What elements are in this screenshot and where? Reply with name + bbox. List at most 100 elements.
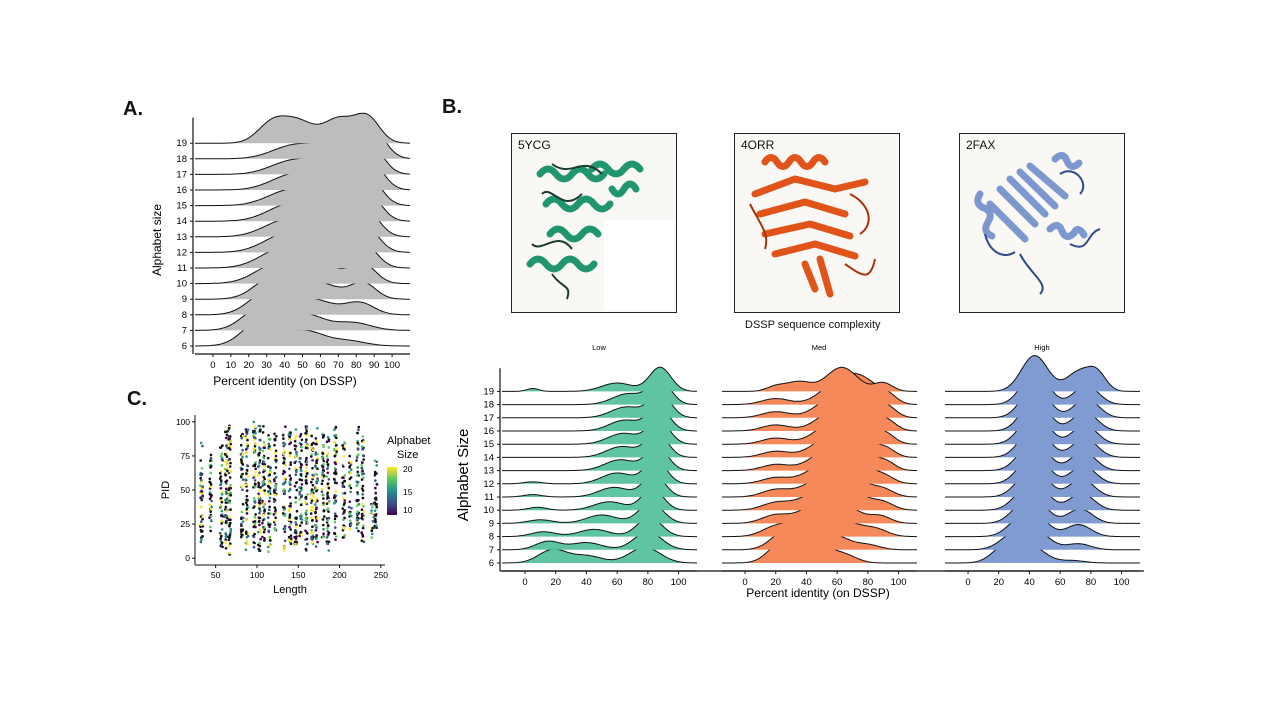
scatter-point — [347, 505, 351, 509]
x-tick-label: 20 — [770, 577, 781, 588]
scatter-point — [355, 459, 358, 462]
scatter-point — [229, 521, 232, 525]
y-tick-label: 17 — [483, 413, 494, 424]
scatter-point — [228, 523, 231, 527]
scatter-point — [266, 456, 270, 460]
scatter-point — [201, 494, 205, 498]
scatter-point — [326, 471, 330, 475]
ridge-line-19 — [195, 112, 410, 144]
scatter-point — [229, 529, 232, 533]
ridge-fill-8 — [722, 518, 917, 537]
scatter-point — [258, 489, 261, 492]
scatter-point — [245, 539, 248, 543]
scatter-point — [267, 493, 270, 496]
scatter-point — [239, 475, 243, 478]
scatter-point — [305, 472, 309, 475]
scatter-point — [227, 446, 231, 450]
scatter-point — [227, 458, 230, 462]
scatter-point — [357, 529, 360, 533]
ridge-line-19 — [722, 366, 917, 392]
scatter-point — [283, 492, 287, 495]
scatter-point — [335, 447, 338, 451]
scatter-point — [224, 515, 227, 519]
scatter-point — [282, 461, 286, 464]
scatter-point — [261, 484, 264, 488]
scatter-point — [320, 482, 324, 486]
scatter-point — [360, 502, 364, 506]
scatter-point — [310, 446, 313, 450]
scatter-point — [262, 456, 265, 459]
scatter-point — [220, 522, 223, 525]
scatter-point — [300, 521, 303, 524]
scatter-point — [311, 476, 315, 479]
scatter-point — [360, 478, 364, 481]
scatter-point — [348, 512, 352, 515]
scatter-point — [220, 528, 224, 531]
scatter-point — [224, 521, 228, 524]
scatter-point — [254, 461, 257, 464]
scatter-point — [252, 545, 256, 549]
scatter-point — [283, 464, 286, 467]
scatter-point — [241, 516, 245, 520]
scatter-point — [299, 466, 302, 469]
scatter-point — [228, 465, 232, 468]
protein-structure-5ycg — [526, 160, 674, 310]
scatter-point — [281, 434, 285, 437]
scatter-point — [371, 503, 374, 506]
ridge-fill-19 — [945, 355, 1140, 392]
y-tick-label: 14 — [176, 216, 187, 227]
ridge-fill-10 — [722, 488, 917, 511]
scatter-point — [287, 518, 291, 522]
y-axis-label: Alphabet size — [150, 204, 164, 276]
scatter-point — [201, 529, 204, 533]
scatter-point — [240, 436, 243, 440]
scatter-point — [356, 483, 359, 486]
scatter-point — [257, 497, 261, 500]
scatter-point — [342, 476, 345, 479]
scatter-point — [274, 454, 278, 458]
ridge-line-8 — [502, 516, 697, 538]
scatter-point — [220, 452, 224, 455]
scatter-point — [261, 521, 264, 525]
scatter-point — [227, 491, 230, 494]
scatter-point — [258, 509, 262, 512]
scatter-point — [315, 535, 318, 538]
scatter-point — [295, 540, 299, 544]
scatter-point — [229, 461, 232, 465]
y-tick-label: 13 — [176, 232, 187, 243]
scatter-point — [356, 431, 359, 435]
ridge-fill-9 — [722, 503, 917, 524]
scatter-point — [306, 521, 309, 525]
scatter-point — [355, 526, 359, 530]
scatter-point — [311, 448, 315, 451]
scatter-point — [261, 480, 265, 484]
scatter-point — [241, 520, 245, 523]
x-tick-label: 150 — [291, 570, 305, 580]
scatter-point — [289, 461, 292, 464]
scatter-point — [310, 541, 314, 544]
scatter-point — [263, 528, 266, 531]
scatter-point — [360, 487, 364, 490]
scatter-point — [322, 463, 325, 466]
scatter-point — [300, 515, 303, 518]
y-tick-label: 18 — [483, 400, 494, 411]
y-tick-label: 0 — [185, 553, 190, 563]
ridge-line-7 — [502, 531, 697, 551]
scatter-point — [362, 510, 365, 514]
scatter-point — [210, 499, 213, 503]
scatter-point — [226, 430, 229, 433]
scatter-point — [227, 471, 231, 475]
scatter-point — [356, 470, 360, 474]
protein-id-label: 2FAX — [966, 138, 996, 152]
scatter-point — [306, 434, 309, 437]
scatter-point — [298, 497, 301, 501]
scatter-point — [229, 542, 232, 545]
scatter-point — [310, 535, 313, 539]
scatter-point — [341, 507, 344, 510]
scatter-point — [333, 448, 336, 451]
scatter-point — [310, 480, 313, 484]
scatter-point — [325, 502, 329, 505]
scatter-point — [283, 539, 287, 543]
scatter-point — [274, 516, 277, 519]
scatter-point — [289, 478, 292, 482]
